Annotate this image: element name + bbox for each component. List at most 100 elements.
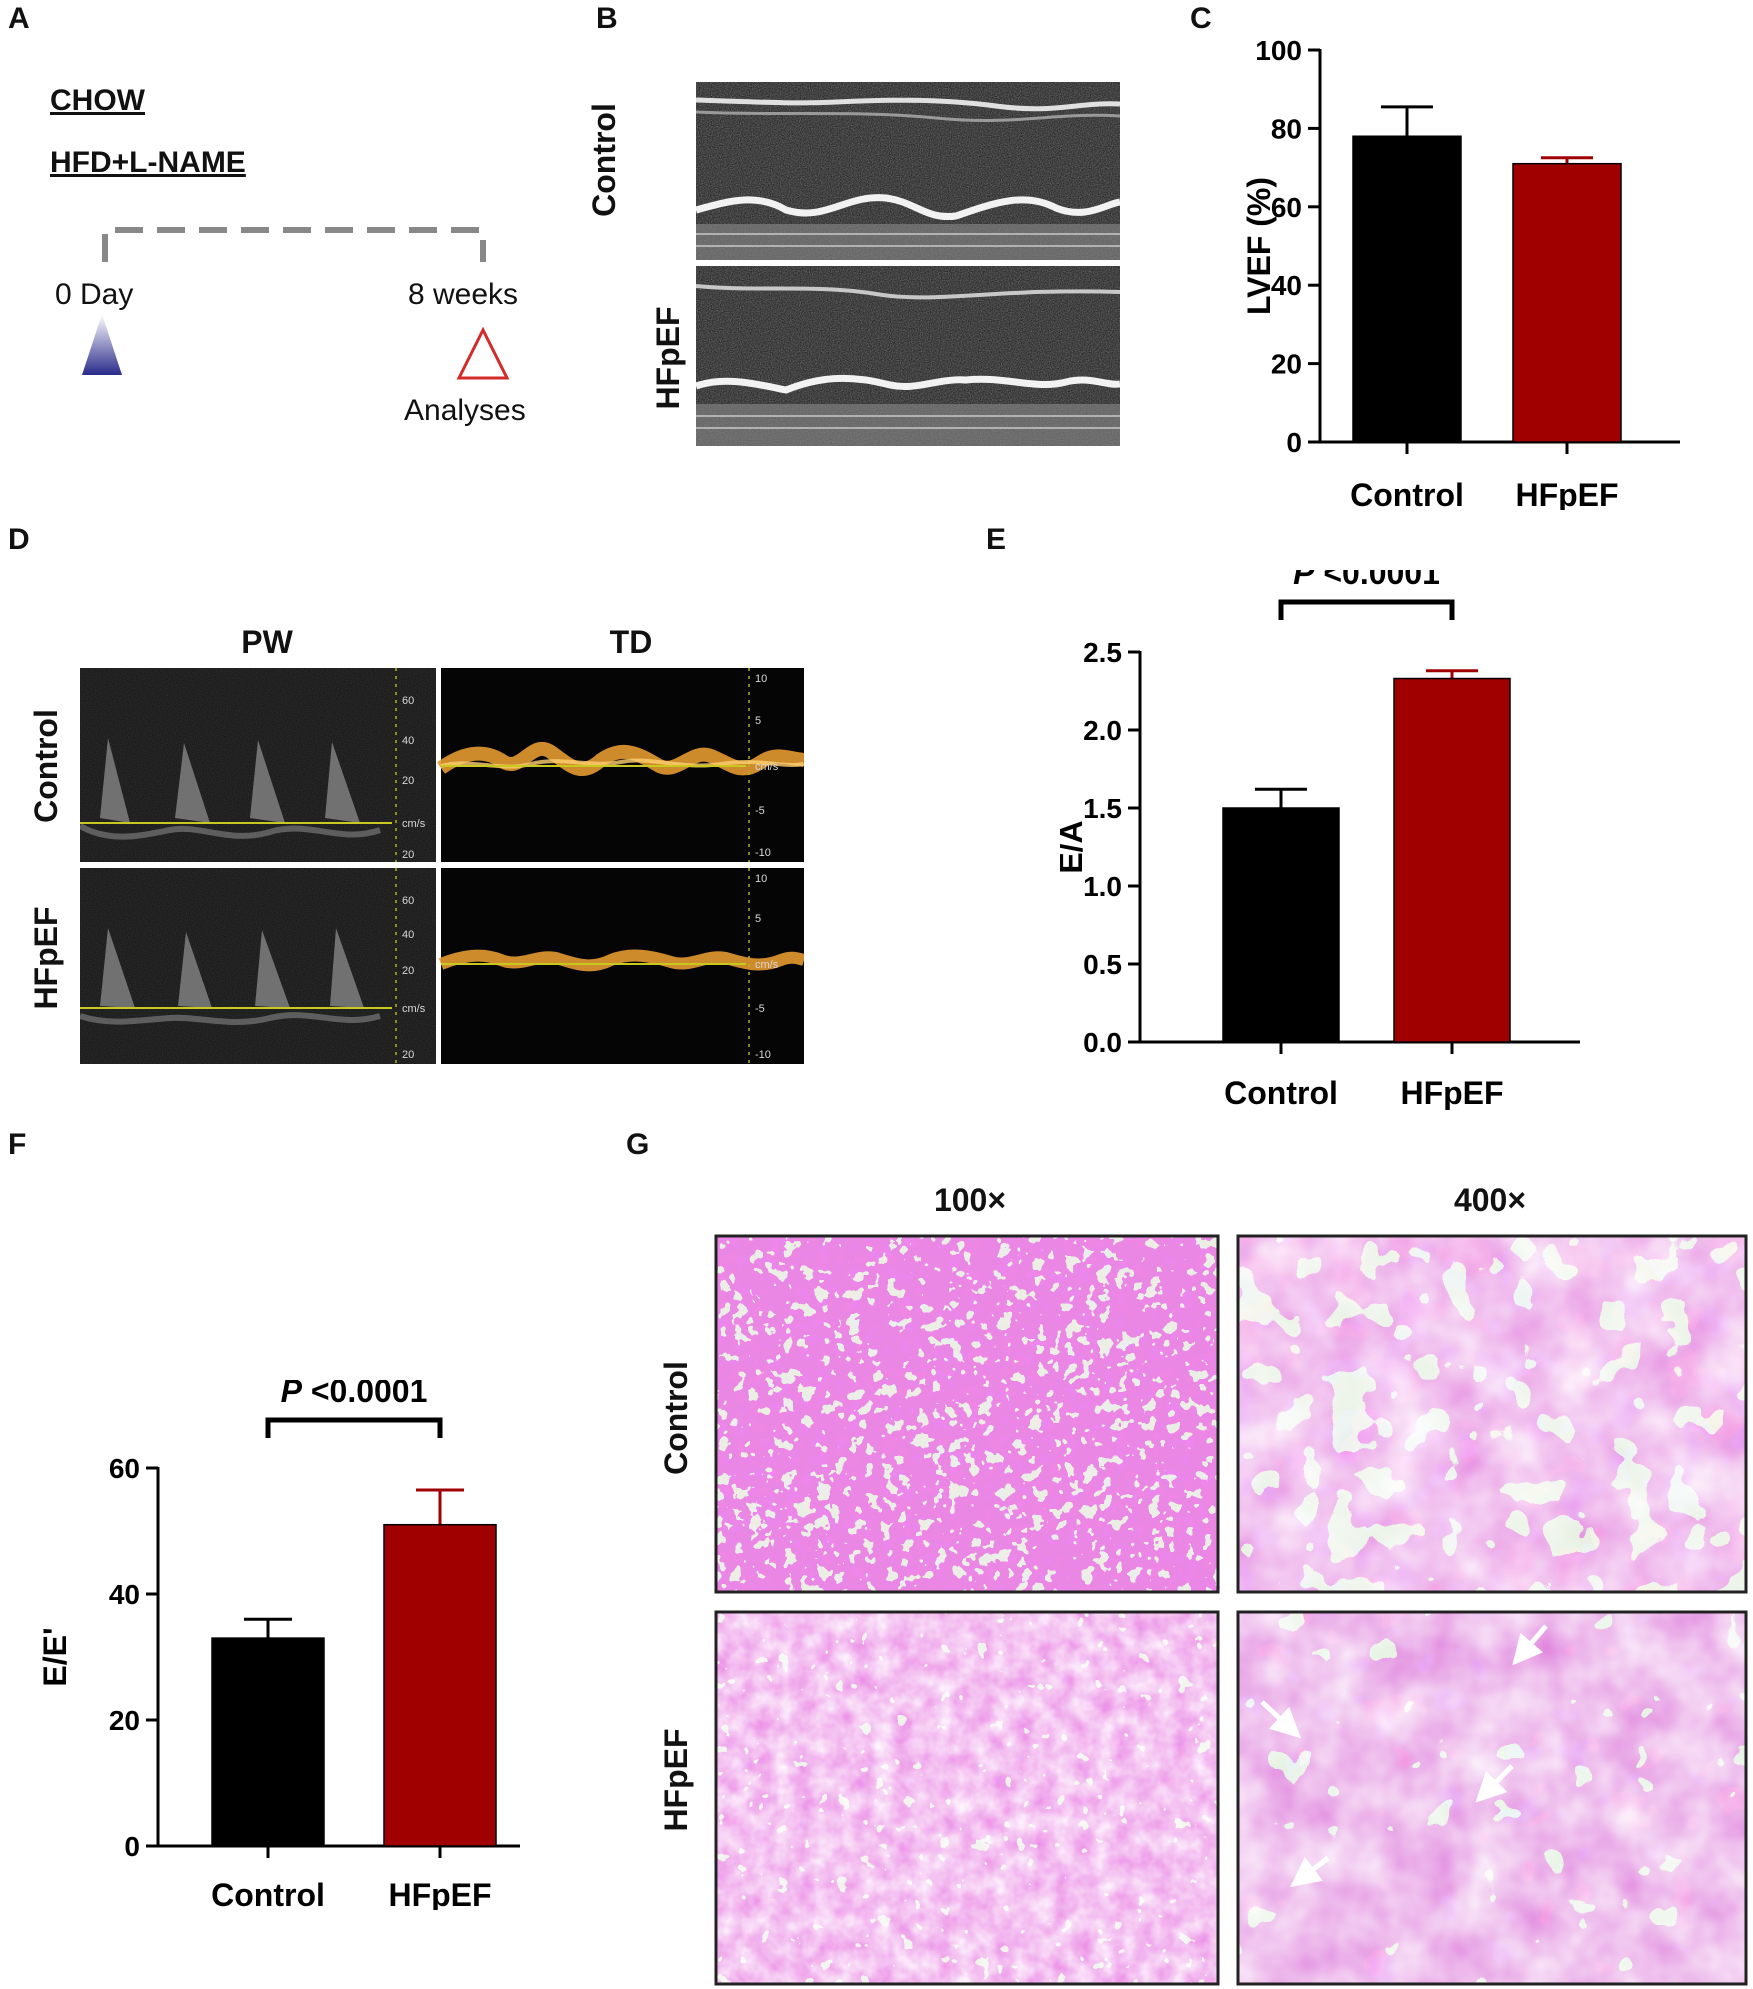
pw-control-image: 60 40 20 cm/s 20 <box>80 668 436 862</box>
y-axis-label: LVEF (%) <box>1241 177 1277 315</box>
y-tick-label: 0 <box>124 1831 140 1862</box>
x-category-label: Control <box>211 1877 325 1910</box>
y-tick-label: 60 <box>1271 192 1302 223</box>
arrow-icon <box>1475 1764 1514 1803</box>
doppler-images: 60 40 20 cm/s 20 10 5 cm/s -5 -10 60 40 … <box>80 668 804 1064</box>
y-tick-label: 2.0 <box>1083 715 1122 746</box>
pw-control-tick-neg20: 20 <box>402 849 414 861</box>
y-tick-label: 0.0 <box>1083 1027 1122 1058</box>
x-category-label: HFpEF <box>1515 477 1618 510</box>
y-tick-label: 40 <box>1271 270 1302 301</box>
arrow-icon <box>1260 1700 1301 1739</box>
bar-control <box>1352 135 1462 443</box>
pw-column-title: PW <box>241 624 293 660</box>
m-mode-echo-images <box>696 82 1120 446</box>
histology-control-400x <box>1236 1234 1748 1594</box>
pw-hfpef-tick-40: 40 <box>402 929 414 941</box>
td-control-tick-neg5: -5 <box>755 805 765 817</box>
group-chow: CHOW <box>50 84 145 117</box>
significance-bracket <box>265 1417 443 1438</box>
arrow-icon <box>1512 1624 1548 1666</box>
y-tick-label: 80 <box>1271 113 1302 144</box>
significance-bracket <box>1278 599 1455 620</box>
timeline-start-label: 0 Day <box>55 278 134 311</box>
lung-histology-images <box>714 1234 1748 1986</box>
y-axis-label: E/A <box>1060 820 1089 873</box>
td-control-tick-unit: cm/s <box>755 761 779 773</box>
start-marker-icon <box>82 314 122 375</box>
p-value-annotation: P <0.0001 <box>281 1380 428 1409</box>
group-hfd-lname: HFD+L-NAME <box>50 146 246 179</box>
y-tick-label: 40 <box>109 1579 140 1610</box>
ee-prime-bar-chart: 0 20 40 60 E/E' Control HFpEF P <0.0001 <box>37 1380 520 1910</box>
td-control-tick-10: 10 <box>755 673 767 685</box>
td-hfpef-tick-10: 10 <box>755 873 767 885</box>
x-category-label: HFpEF <box>388 1877 491 1910</box>
timeline-diagram <box>82 227 510 380</box>
pw-control-tick-40: 40 <box>402 735 414 747</box>
y-tick-label: 1.5 <box>1083 793 1122 824</box>
y-tick-label: 60 <box>109 1453 140 1484</box>
doppler-row-label-control: Control <box>28 709 64 823</box>
echo-hfpef-image <box>696 266 1120 446</box>
histology-hfpef-100x <box>714 1610 1220 1986</box>
bar-hfpef <box>1393 677 1511 1043</box>
y-tick-label: 0.5 <box>1083 949 1122 980</box>
echo-row-label-hfpef: HFpEF <box>650 306 686 410</box>
pw-hfpef-tick-60: 60 <box>402 895 414 907</box>
pw-hfpef-tick-neg20: 20 <box>402 1049 414 1061</box>
x-category-label: HFpEF <box>1400 1075 1503 1110</box>
echo-control-image <box>696 82 1120 260</box>
panel-label-d: D <box>8 523 30 556</box>
pw-control-tick-20: 20 <box>402 775 414 787</box>
echo-row-label-control: Control <box>586 103 622 217</box>
histology-row-label-hfpef: HFpEF <box>658 1728 694 1832</box>
panel-label-a: A <box>8 2 30 35</box>
pw-hfpef-image: 60 40 20 cm/s 20 <box>80 868 436 1064</box>
td-hfpef-tick-unit: cm/s <box>755 959 779 971</box>
td-hfpef-tick-neg10: -10 <box>755 1049 771 1061</box>
y-tick-label: 100 <box>1255 35 1302 66</box>
histology-hfpef-400x <box>1236 1610 1748 1986</box>
pw-hfpef-tick-unit: cm/s <box>402 1003 426 1015</box>
td-hfpef-tick-5: 5 <box>755 913 761 925</box>
y-tick-label: 1.0 <box>1083 871 1122 902</box>
pw-control-tick-unit: cm/s <box>402 818 426 830</box>
end-marker-icon <box>456 326 510 380</box>
bar-control <box>1222 807 1340 1043</box>
td-control-tick-neg10: -10 <box>755 847 771 859</box>
td-control-image: 10 5 cm/s -5 -10 <box>436 668 804 862</box>
y-tick-label: 20 <box>109 1705 140 1736</box>
bar-control <box>211 1637 325 1847</box>
td-hfpef-tick-neg5: -5 <box>755 1003 765 1015</box>
panel-label-f: F <box>8 1128 27 1161</box>
td-column-title: TD <box>609 624 653 660</box>
panel-label-b: B <box>596 2 618 35</box>
y-tick-label: 20 <box>1271 349 1302 380</box>
arrow-icon <box>1290 1856 1330 1888</box>
x-category-label: Control <box>1350 477 1464 510</box>
pw-control-tick-60: 60 <box>402 695 414 707</box>
ea-ratio-bar-chart: 0.0 0.5 1.0 1.5 2.0 2.5 E/A Control HFpEF P <0.00… <box>1060 570 1580 1110</box>
pw-hfpef-tick-20: 20 <box>402 965 414 977</box>
doppler-row-label-hfpef: HFpEF <box>28 906 64 1010</box>
bar-hfpef <box>1512 162 1622 443</box>
x-category-label: Control <box>1224 1075 1338 1110</box>
timeline-end-label: 8 weeks <box>408 278 519 311</box>
y-tick-label: 0 <box>1286 427 1302 458</box>
histology-row-label-control: Control <box>658 1361 694 1475</box>
y-axis-label: E/E' <box>37 1627 73 1686</box>
panel-label-g: G <box>626 1128 650 1161</box>
analyses-label: Analyses <box>404 394 526 427</box>
magnification-400x-title: 400× <box>1453 1182 1527 1218</box>
td-control-tick-5: 5 <box>755 715 761 727</box>
histology-control-100x <box>714 1234 1220 1594</box>
timeline-bracket <box>102 227 486 262</box>
td-hfpef-image: 10 5 cm/s -5 -10 <box>438 868 804 1064</box>
magnification-100x-title: 100× <box>933 1182 1007 1218</box>
lvef-bar-chart: 0 20 40 60 80 100 LVEF (%) Control HFpEF <box>1241 35 1680 510</box>
p-value-annotation: P <0.0001 <box>1293 570 1440 591</box>
y-tick-label: 2.5 <box>1083 637 1122 668</box>
bar-hfpef <box>383 1523 497 1847</box>
panel-label-c: C <box>1190 2 1212 35</box>
